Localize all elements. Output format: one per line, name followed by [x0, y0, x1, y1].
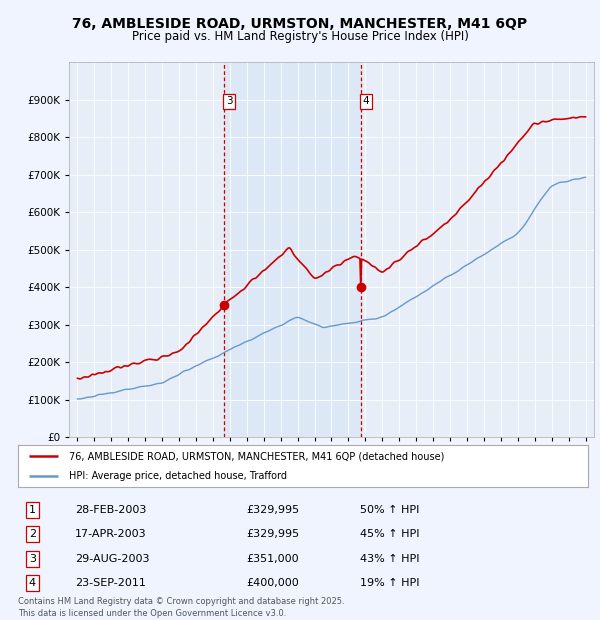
Text: 43% ↑ HPI: 43% ↑ HPI: [360, 554, 419, 564]
Text: 2: 2: [29, 529, 36, 539]
Text: £329,995: £329,995: [246, 529, 299, 539]
Text: 1: 1: [29, 505, 36, 515]
Text: 4: 4: [362, 96, 369, 107]
Text: 76, AMBLESIDE ROAD, URMSTON, MANCHESTER, M41 6QP (detached house): 76, AMBLESIDE ROAD, URMSTON, MANCHESTER,…: [70, 451, 445, 461]
Text: 4: 4: [29, 578, 36, 588]
Text: £329,995: £329,995: [246, 505, 299, 515]
Text: 29-AUG-2003: 29-AUG-2003: [75, 554, 149, 564]
Text: 76, AMBLESIDE ROAD, URMSTON, MANCHESTER, M41 6QP: 76, AMBLESIDE ROAD, URMSTON, MANCHESTER,…: [73, 17, 527, 32]
Text: 45% ↑ HPI: 45% ↑ HPI: [360, 529, 419, 539]
Text: 3: 3: [29, 554, 36, 564]
Text: 3: 3: [226, 96, 232, 107]
Text: HPI: Average price, detached house, Trafford: HPI: Average price, detached house, Traf…: [70, 471, 287, 481]
Text: 50% ↑ HPI: 50% ↑ HPI: [360, 505, 419, 515]
Text: £400,000: £400,000: [246, 578, 299, 588]
Text: 17-APR-2003: 17-APR-2003: [75, 529, 146, 539]
Text: £351,000: £351,000: [246, 554, 299, 564]
Text: 23-SEP-2011: 23-SEP-2011: [75, 578, 146, 588]
Bar: [224, 62, 361, 437]
Text: 28-FEB-2003: 28-FEB-2003: [75, 505, 146, 515]
Text: 19% ↑ HPI: 19% ↑ HPI: [360, 578, 419, 588]
Text: Price paid vs. HM Land Registry's House Price Index (HPI): Price paid vs. HM Land Registry's House …: [131, 30, 469, 43]
Text: Contains HM Land Registry data © Crown copyright and database right 2025.
This d: Contains HM Land Registry data © Crown c…: [18, 596, 344, 618]
